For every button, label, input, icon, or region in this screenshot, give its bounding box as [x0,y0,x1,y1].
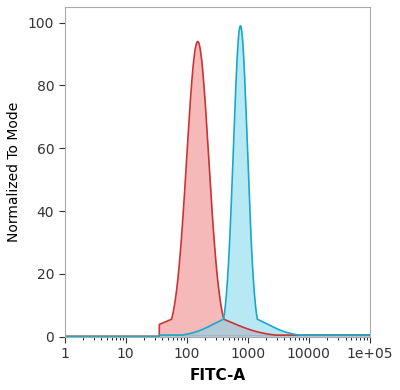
Y-axis label: Normalized To Mode: Normalized To Mode [7,102,21,242]
X-axis label: FITC-A: FITC-A [189,368,245,383]
